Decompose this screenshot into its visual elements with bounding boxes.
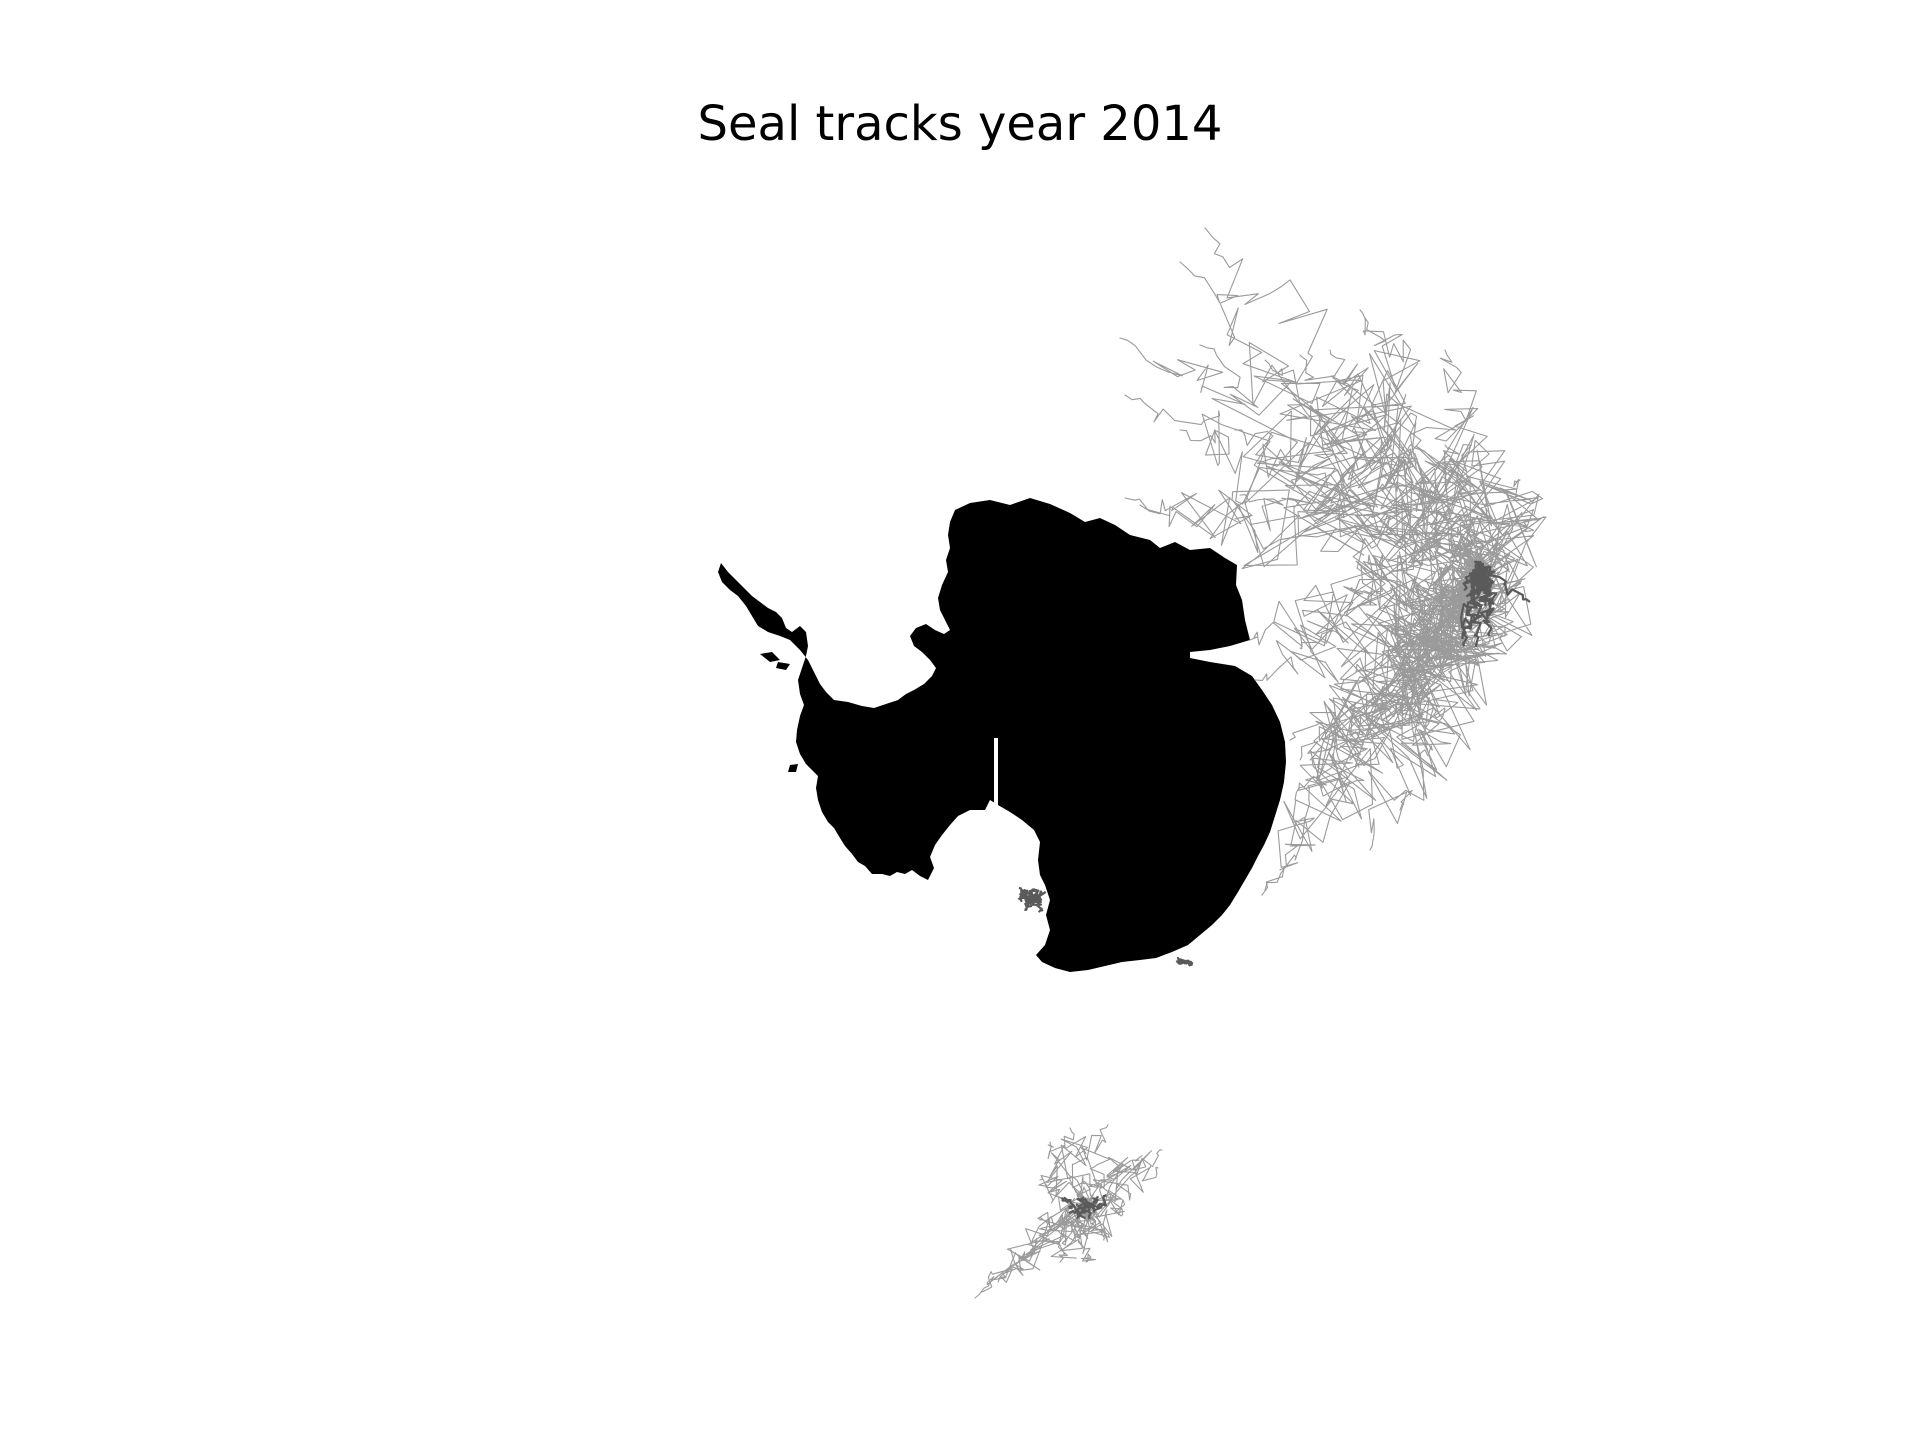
seal-track [1038, 1174, 1087, 1212]
seal-track-dense [1088, 1196, 1099, 1208]
seal-track-dense [1060, 1196, 1075, 1206]
seal-track [1234, 429, 1481, 569]
island-speck [776, 662, 790, 670]
seal-track [997, 1205, 1086, 1283]
seal-track-dense [1469, 570, 1484, 648]
island-speck [760, 652, 780, 662]
seal-track [1179, 261, 1481, 569]
seal-track-dense [1461, 568, 1484, 640]
seal-track-dense [1020, 889, 1033, 900]
island-speck [788, 764, 798, 772]
seal-track [981, 1205, 1086, 1293]
seal-track [974, 1205, 1086, 1299]
seal-track [1249, 554, 1481, 651]
seal-track [1124, 489, 1481, 582]
seal-track-dense [1082, 1197, 1093, 1220]
seal-track [1349, 567, 1481, 761]
track-cluster-coast [1017, 886, 1194, 967]
seal-track-dense [1092, 1194, 1107, 1214]
seal-track-dense [1473, 560, 1492, 583]
seal-track [1079, 1124, 1111, 1207]
seal-track [1060, 1127, 1099, 1207]
seal-track [1426, 567, 1509, 666]
seal-track [1139, 489, 1481, 578]
antarctica-landmass [718, 498, 1286, 972]
seal-track-dense [1183, 959, 1194, 967]
seal-track-dense [1068, 1204, 1086, 1220]
seal-track [1239, 484, 1481, 583]
track-cluster-east [1119, 227, 1547, 896]
seal-track [1415, 349, 1506, 569]
seal-track [1366, 567, 1486, 851]
seal-track [1084, 1149, 1163, 1207]
seal-track-dense [1030, 890, 1047, 900]
seal-track [1458, 475, 1544, 573]
seal-track-dense [1031, 895, 1042, 905]
seal-track-dense [1479, 567, 1531, 603]
seal-track-dense [1175, 958, 1186, 965]
map-title: Seal tracks year 2014 [697, 96, 1223, 152]
seal-track [1329, 349, 1481, 569]
seal-track [1349, 534, 1481, 617]
seal-track-dense [1017, 894, 1033, 903]
seal-track [1046, 1141, 1086, 1207]
seal-track-dense [1068, 1202, 1106, 1215]
seal-track [1453, 503, 1547, 593]
track-cluster-ross [974, 1124, 1163, 1299]
seal-track-dense [1024, 897, 1034, 912]
